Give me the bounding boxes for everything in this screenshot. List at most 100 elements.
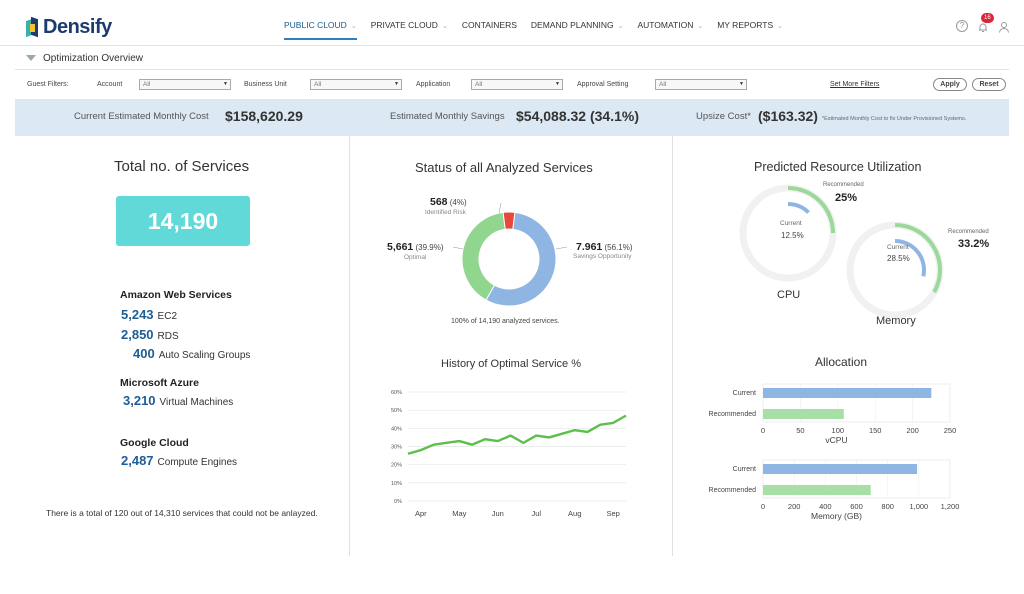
account-select[interactable]: All — [139, 79, 231, 90]
service-compute-engine[interactable]: 2,487 Compute Engines — [121, 453, 238, 468]
y-tick-label: 30% — [391, 445, 402, 451]
x-tick-label: 200 — [906, 426, 919, 435]
category-label: Current — [733, 390, 756, 397]
service-rds[interactable]: 2,850 RDS — [121, 327, 179, 342]
cpu-current-label: Current — [780, 220, 802, 227]
monthly-savings-label: Estimated Monthly Savings — [390, 111, 505, 122]
bar-current[interactable] — [763, 464, 918, 474]
chevron-down-icon: ⌄ — [697, 23, 704, 30]
approval-setting-select[interactable]: All — [655, 79, 747, 90]
main-nav: PUBLIC CLOUD ⌄ PRIVATE CLOUD ⌄ CONTAINERS DEM… — [284, 20, 797, 40]
top-bar: Densify PUBLIC CLOUD ⌄ PRIVATE CLOUD ⌄ CONTA… — [0, 0, 1024, 46]
x-tick-label: Apr — [415, 509, 427, 518]
utilization-gauges[interactable] — [730, 180, 1000, 330]
service-azure-vm[interactable]: 3,210 Virtual Machines — [123, 393, 234, 408]
chevron-down-icon: ⌄ — [350, 23, 357, 30]
total-services-tile[interactable]: 14,190 — [116, 196, 250, 246]
y-tick-label: 60% — [391, 390, 402, 396]
upsize-note: *Estimated Monthly Cost to fix Under Pro… — [822, 116, 967, 122]
x-tick-label: Sep — [606, 509, 619, 518]
x-tick-label: 50 — [796, 426, 804, 435]
column-divider — [672, 136, 673, 556]
cpu-current-arc — [787, 202, 810, 214]
cpu-current-value: 12.5% — [781, 231, 804, 240]
memory-current-value: 28.5% — [887, 254, 910, 263]
memory-recommended-value: 33.2% — [958, 238, 990, 250]
x-tick-label: Jul — [531, 509, 541, 518]
x-tick-label: 400 — [819, 502, 832, 511]
nav-item-private-cloud[interactable]: PRIVATE CLOUD ⌄ — [370, 20, 448, 30]
memory-recommended-label: Recommended — [948, 229, 989, 235]
set-more-filters-link[interactable]: Set More Filters — [830, 81, 880, 88]
densify-logo-icon — [26, 16, 40, 38]
cost-summary-bar: Current Estimated Monthly Cost $158,620.… — [15, 99, 1009, 136]
cpu-recommended-label: Recommended — [823, 182, 864, 188]
filter-icon[interactable] — [26, 55, 36, 61]
nav-item-containers[interactable]: CONTAINERS — [461, 20, 517, 30]
leader-line — [498, 202, 502, 214]
history-title: History of Optimal Service % — [441, 358, 581, 370]
risk-legend: 568 (4%) — [430, 196, 467, 208]
x-tick-label: 600 — [850, 502, 863, 511]
allocation-title: Allocation — [815, 355, 868, 369]
x-tick-label: 250 — [944, 426, 957, 435]
x-tick-label: 100 — [832, 426, 845, 435]
service-ec2[interactable]: 5,243 EC2 — [121, 307, 177, 322]
x-tick-label: 1,200 — [941, 502, 960, 511]
unanalyzed-note: There is a total of 120 out of 14,310 se… — [46, 508, 318, 518]
savings-label: Savings Opportunity — [573, 253, 632, 260]
upsize-cost-label: Upsize Cost* — [696, 111, 751, 122]
apply-button[interactable]: Apply — [933, 78, 967, 91]
optimal-label: Optimal — [404, 254, 427, 261]
notification-bell-icon[interactable]: 16 — [977, 13, 994, 32]
chevron-down-icon: ⌄ — [777, 23, 783, 30]
help-icon[interactable]: ? — [956, 20, 968, 32]
status-title: Status of all Analyzed Services — [415, 160, 593, 175]
donut-slice-savings[interactable] — [485, 211, 557, 307]
x-axis-label: Memory (GB) — [811, 511, 862, 521]
x-tick-label: May — [452, 509, 466, 518]
user-icon[interactable] — [998, 20, 1010, 33]
column-divider — [349, 136, 350, 556]
category-label: Current — [733, 466, 756, 473]
service-auto-scaling[interactable]: 400 Auto Scaling Groups — [133, 346, 251, 361]
nav-item-public-cloud[interactable]: PUBLIC CLOUD ⌄ — [284, 20, 357, 40]
x-tick-label: 0 — [761, 426, 765, 435]
monthly-cost-label: Current Estimated Monthly Cost — [74, 111, 209, 122]
x-tick-label: 800 — [881, 502, 894, 511]
utilization-title: Predicted Resource Utilization — [754, 160, 922, 174]
application-select[interactable]: All — [471, 79, 563, 90]
nav-item-automation[interactable]: AUTOMATION ⌄ — [637, 20, 704, 30]
cpu-recommended-value: 25% — [835, 192, 858, 204]
x-tick-label: Jun — [492, 509, 504, 518]
status-donut-chart[interactable] — [449, 199, 569, 319]
category-label: Recommended — [709, 487, 757, 494]
bar-current[interactable] — [763, 388, 932, 398]
y-tick-label: 10% — [391, 481, 402, 487]
provider-aws: Amazon Web Services — [120, 289, 232, 301]
allocation-bar-charts[interactable]: 0 50 100 150 200 250 Current Recommended vCPU 0 20… — [695, 378, 995, 543]
reset-button[interactable]: Reset — [972, 78, 1006, 91]
densify-logo[interactable]: Densify — [26, 16, 112, 39]
nav-item-my-reports[interactable]: MY REPORTS ⌄ — [717, 20, 783, 30]
bar-recommended[interactable] — [763, 485, 871, 495]
memory-gauge-label: Memory — [876, 315, 916, 327]
provider-google: Google Cloud — [120, 437, 189, 449]
history-line-chart[interactable]: 0% 10% 20% 30% 40% 50% 60% Apr May Jun Jul Aug Sep — [378, 382, 638, 522]
services-title: Total no. of Services — [114, 158, 250, 175]
bar-recommended[interactable] — [763, 409, 844, 419]
risk-label: Identified Risk — [425, 209, 466, 216]
donut-slice-risk[interactable] — [502, 211, 516, 230]
guest-filters-label: Guest Filters: — [27, 81, 69, 88]
analyzed-caption: 100% of 14,190 analyzed services. — [451, 318, 560, 325]
business-unit-label: Business Unit — [244, 81, 287, 88]
memory-current-arc — [894, 239, 926, 277]
provider-azure: Microsoft Azure — [120, 377, 199, 389]
business-unit-select[interactable]: All — [310, 79, 402, 90]
notification-badge: 16 — [981, 13, 994, 23]
memory-current-label: Current — [887, 244, 909, 251]
series-line[interactable] — [407, 414, 627, 455]
nav-item-demand-planning[interactable]: DEMAND PLANNING ⌄ — [530, 20, 624, 30]
account-label: Account — [97, 81, 123, 88]
top-icons: ? 16 — [947, 13, 1010, 33]
